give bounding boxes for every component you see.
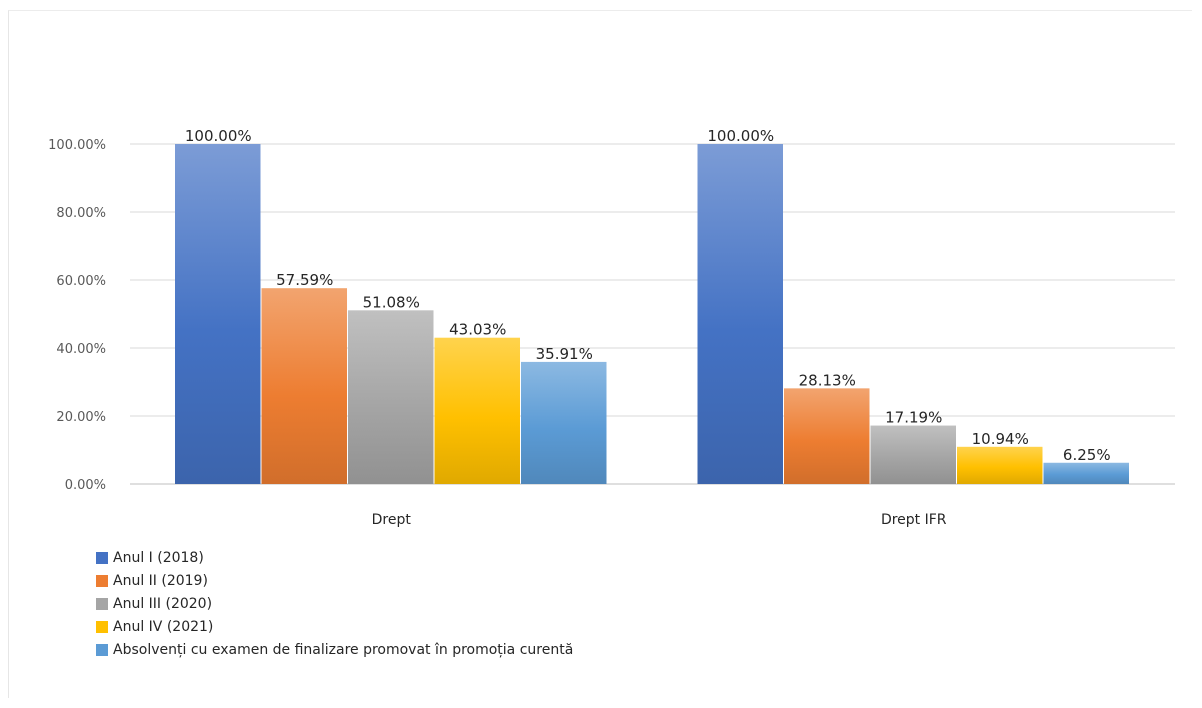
- y-axis: 0.00% 20.00% 40.00% 60.00% 80.00% 100.00%: [48, 138, 106, 493]
- data-label: 10.94%: [972, 430, 1029, 448]
- bar: [521, 361, 607, 484]
- y-tick-label: 60.00%: [56, 274, 106, 289]
- legend-swatch: [96, 597, 108, 610]
- legend-label: Anul I (2018): [113, 549, 204, 566]
- bar: [261, 288, 347, 484]
- bar: [1043, 462, 1129, 484]
- legend-label: Anul IV (2021): [113, 618, 214, 635]
- legend-label: Anul II (2019): [113, 572, 208, 589]
- legend-item: Absolvenți cu examen de finalizare promo…: [96, 638, 573, 661]
- data-label: 100.00%: [185, 127, 252, 145]
- bar: [957, 446, 1043, 484]
- y-tick-label: 0.00%: [65, 478, 106, 493]
- legend-item: Anul I (2018): [96, 546, 573, 569]
- legend-label: Absolvenți cu examen de finalizare promo…: [113, 641, 574, 658]
- bars: [175, 144, 1129, 484]
- bar: [784, 388, 870, 484]
- x-axis: Drept Drept IFR: [372, 512, 947, 528]
- data-label: 35.91%: [536, 345, 593, 363]
- data-label: 6.25%: [1063, 446, 1111, 464]
- legend-item: Anul III (2020): [96, 592, 573, 615]
- bar: [175, 144, 261, 484]
- bar: [697, 144, 783, 484]
- gridlines: [130, 143, 1175, 485]
- data-label: 28.13%: [799, 371, 856, 389]
- legend-swatch: [96, 643, 108, 656]
- chart-frame: [8, 10, 1192, 698]
- category-label: Drept: [372, 512, 412, 528]
- legend-item: Anul IV (2021): [96, 615, 573, 638]
- legend-swatch: [96, 551, 108, 564]
- y-tick-label: 20.00%: [56, 410, 106, 425]
- legend-swatch: [96, 574, 108, 587]
- category-label: Drept IFR: [881, 512, 947, 528]
- data-label: 17.19%: [885, 409, 942, 427]
- legend-swatch: [96, 620, 108, 633]
- bar: [870, 425, 956, 484]
- data-label: 100.00%: [707, 127, 774, 145]
- data-label: 43.03%: [449, 321, 506, 339]
- y-tick-label: 80.00%: [56, 206, 106, 221]
- bar-chart: 0.00% 20.00% 40.00% 60.00% 80.00% 100.00% 100…: [48, 127, 1175, 528]
- legend-item: Anul II (2019): [96, 569, 573, 592]
- bar: [348, 310, 434, 484]
- data-label: 57.59%: [276, 271, 333, 289]
- legend: Anul I (2018) Anul II (2019) Anul III (202…: [96, 546, 573, 661]
- bar: [434, 337, 520, 484]
- data-label: 51.08%: [363, 293, 420, 311]
- y-tick-label: 100.00%: [48, 138, 106, 153]
- legend-label: Anul III (2020): [113, 595, 213, 612]
- y-tick-label: 40.00%: [56, 342, 106, 357]
- data-labels: 100.00% 57.59% 51.08% 43.03% 35.91% 100.00% 28…: [185, 127, 1111, 464]
